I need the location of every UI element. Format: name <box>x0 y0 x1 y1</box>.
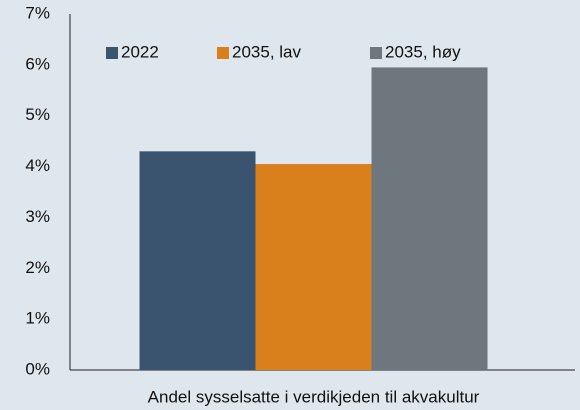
y-tick-label: 7% <box>25 3 50 22</box>
y-tick-label: 4% <box>25 156 50 175</box>
legend-label: 2022 <box>121 42 159 61</box>
bar <box>139 151 256 370</box>
x-tick-label: Andel sysselsatte i verdikjeden til akva… <box>148 387 480 406</box>
y-tick-label: 6% <box>25 54 50 73</box>
y-tick-label: 0% <box>25 359 50 378</box>
legend-marker <box>370 47 382 59</box>
legend-label: 2035, høy <box>385 42 461 61</box>
legend-marker <box>217 47 229 59</box>
y-tick-label: 1% <box>25 309 50 328</box>
y-tick-label: 3% <box>25 207 50 226</box>
legend-marker <box>106 47 118 59</box>
y-tick-label: 2% <box>25 258 50 277</box>
legend-label: 2035, lav <box>232 42 301 61</box>
bar <box>371 67 488 371</box>
bar <box>255 164 372 370</box>
y-tick-label: 5% <box>25 105 50 124</box>
